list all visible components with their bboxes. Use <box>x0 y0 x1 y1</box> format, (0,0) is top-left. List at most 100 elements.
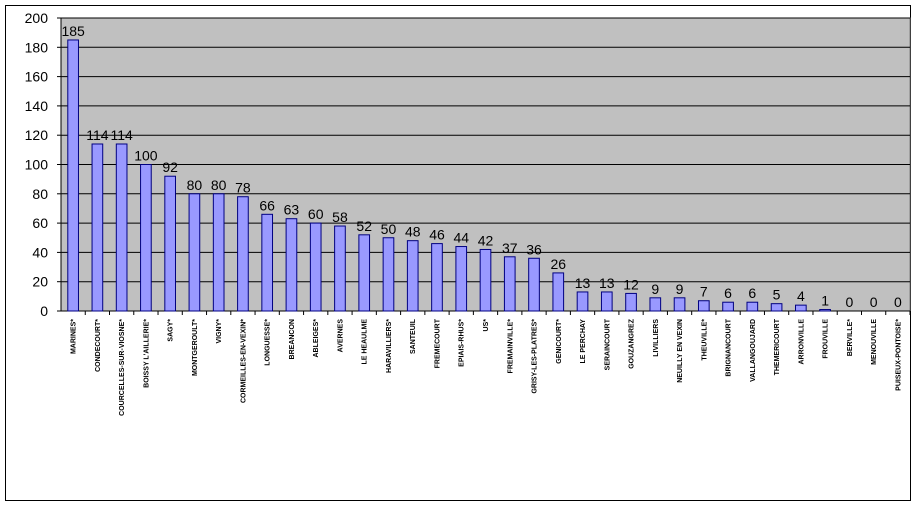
x-tick-label: CONDECOURT* <box>95 319 102 372</box>
data-label: 6 <box>748 285 756 301</box>
bar <box>625 292 637 312</box>
bar <box>67 39 79 312</box>
x-tick-label: THEUVILLE* <box>701 319 708 361</box>
x-tick-label: US* <box>483 319 490 332</box>
x-tick-label: BRIGNANCOURT <box>726 318 733 376</box>
bar <box>115 143 128 312</box>
bar <box>334 225 346 312</box>
data-label: 42 <box>478 232 494 248</box>
bar <box>188 193 201 312</box>
y-tick-label: 180 <box>25 39 49 55</box>
bar <box>237 196 249 312</box>
data-label: 114 <box>110 127 133 143</box>
x-tick-label: EPIAIS-RHUS* <box>459 319 466 367</box>
x-tick-label: NEUILLY EN VEXIN <box>677 319 684 383</box>
data-label: 60 <box>308 206 324 222</box>
bar <box>722 301 734 312</box>
x-tick-label: LE HEAULME <box>362 319 369 365</box>
data-label: 80 <box>187 177 203 193</box>
data-label: 58 <box>332 209 348 225</box>
data-label: 4 <box>797 288 805 304</box>
bar <box>261 213 274 312</box>
data-label: 1 <box>821 293 829 309</box>
bar <box>795 304 807 312</box>
data-label: 5 <box>773 287 781 303</box>
data-label: 66 <box>259 197 275 213</box>
x-tick-label: FREMAINVILLE* <box>507 319 514 374</box>
x-tick-label: MENOUVILLE <box>871 319 878 365</box>
bar <box>649 297 662 312</box>
data-label: 80 <box>211 177 227 193</box>
x-tick-label: BREANCON <box>289 319 296 359</box>
bar <box>697 300 710 312</box>
data-label: 100 <box>134 148 158 164</box>
x-tick-label: ARRONVILLE <box>798 319 805 365</box>
x-tick-label: ABLEIGES* <box>313 319 320 358</box>
x-tick-label: BERVILLE* <box>847 319 854 356</box>
x-tick-label: FROUVILLE <box>823 319 830 359</box>
data-label: 114 <box>86 127 109 143</box>
y-tick-label: 80 <box>32 186 48 202</box>
data-label: 46 <box>429 227 445 243</box>
bar <box>552 272 565 312</box>
x-tick-label: GRISY-LES-PLATRES* <box>532 319 539 394</box>
x-tick-label: LONGUESSE* <box>265 319 272 366</box>
bar <box>431 243 443 312</box>
bar <box>770 303 783 312</box>
data-label: 6 <box>724 285 732 301</box>
data-label: 13 <box>599 275 615 291</box>
data-label: 0 <box>845 294 853 310</box>
data-label: 185 <box>61 23 85 39</box>
x-tick-label: AVERNES <box>337 319 344 353</box>
y-tick-label: 0 <box>40 303 48 319</box>
bar <box>140 164 152 312</box>
x-tick-label: FREMECOURT <box>434 318 441 368</box>
bar <box>673 297 686 312</box>
data-label: 52 <box>356 218 372 234</box>
x-tick-label: PUISEUX-PONTOISE* <box>895 319 902 391</box>
data-label: 63 <box>284 202 300 218</box>
x-tick-label: CORMEILLES-EN-VEXIN* <box>240 319 247 403</box>
bar <box>164 175 176 312</box>
bar <box>382 237 395 312</box>
data-label: 9 <box>676 281 684 297</box>
data-label: 50 <box>381 221 397 237</box>
x-tick-label: COURCELLES-SUR-VIOSNE* <box>119 319 126 416</box>
bar <box>819 309 831 312</box>
x-tick-label: SANTEUIL <box>410 318 417 354</box>
data-label: 26 <box>550 256 566 272</box>
data-label: 37 <box>502 240 518 256</box>
x-tick-label: VALLANGOUJARD <box>750 319 757 382</box>
x-tick-label: MONTGEROULT* <box>192 319 199 376</box>
data-label: 44 <box>453 230 469 246</box>
data-label: 13 <box>575 275 591 291</box>
data-label: 12 <box>623 276 639 292</box>
y-tick-label: 120 <box>25 127 49 143</box>
bar <box>358 234 371 312</box>
bar <box>528 257 540 312</box>
x-tick-label: SAGY* <box>168 319 175 342</box>
y-tick-label: 40 <box>32 244 48 260</box>
bar <box>576 291 589 312</box>
bar <box>455 246 468 312</box>
y-tick-label: 160 <box>25 69 49 85</box>
y-tick-label: 60 <box>32 215 48 231</box>
x-tick-label: GOUZANGREZ <box>629 318 636 369</box>
x-tick-label: BOISSY L'AILLERIE* <box>143 319 150 388</box>
data-label: 78 <box>235 180 251 196</box>
data-label: 48 <box>405 224 421 240</box>
x-tick-label: THEMERICOURT <box>774 318 781 375</box>
data-label: 36 <box>526 241 542 257</box>
bar <box>309 222 322 312</box>
data-label: 9 <box>651 281 659 297</box>
bar <box>285 218 298 312</box>
bar <box>212 193 225 312</box>
bar <box>406 240 419 312</box>
x-tick-label: MARINES* <box>71 319 78 354</box>
x-tick-label: GENICOURT* <box>556 319 563 364</box>
x-tick-label: VIGNY* <box>216 319 223 344</box>
data-label: 0 <box>870 294 878 310</box>
x-tick-label: SERAINCOURT <box>604 318 611 370</box>
data-label: 0 <box>894 294 902 310</box>
